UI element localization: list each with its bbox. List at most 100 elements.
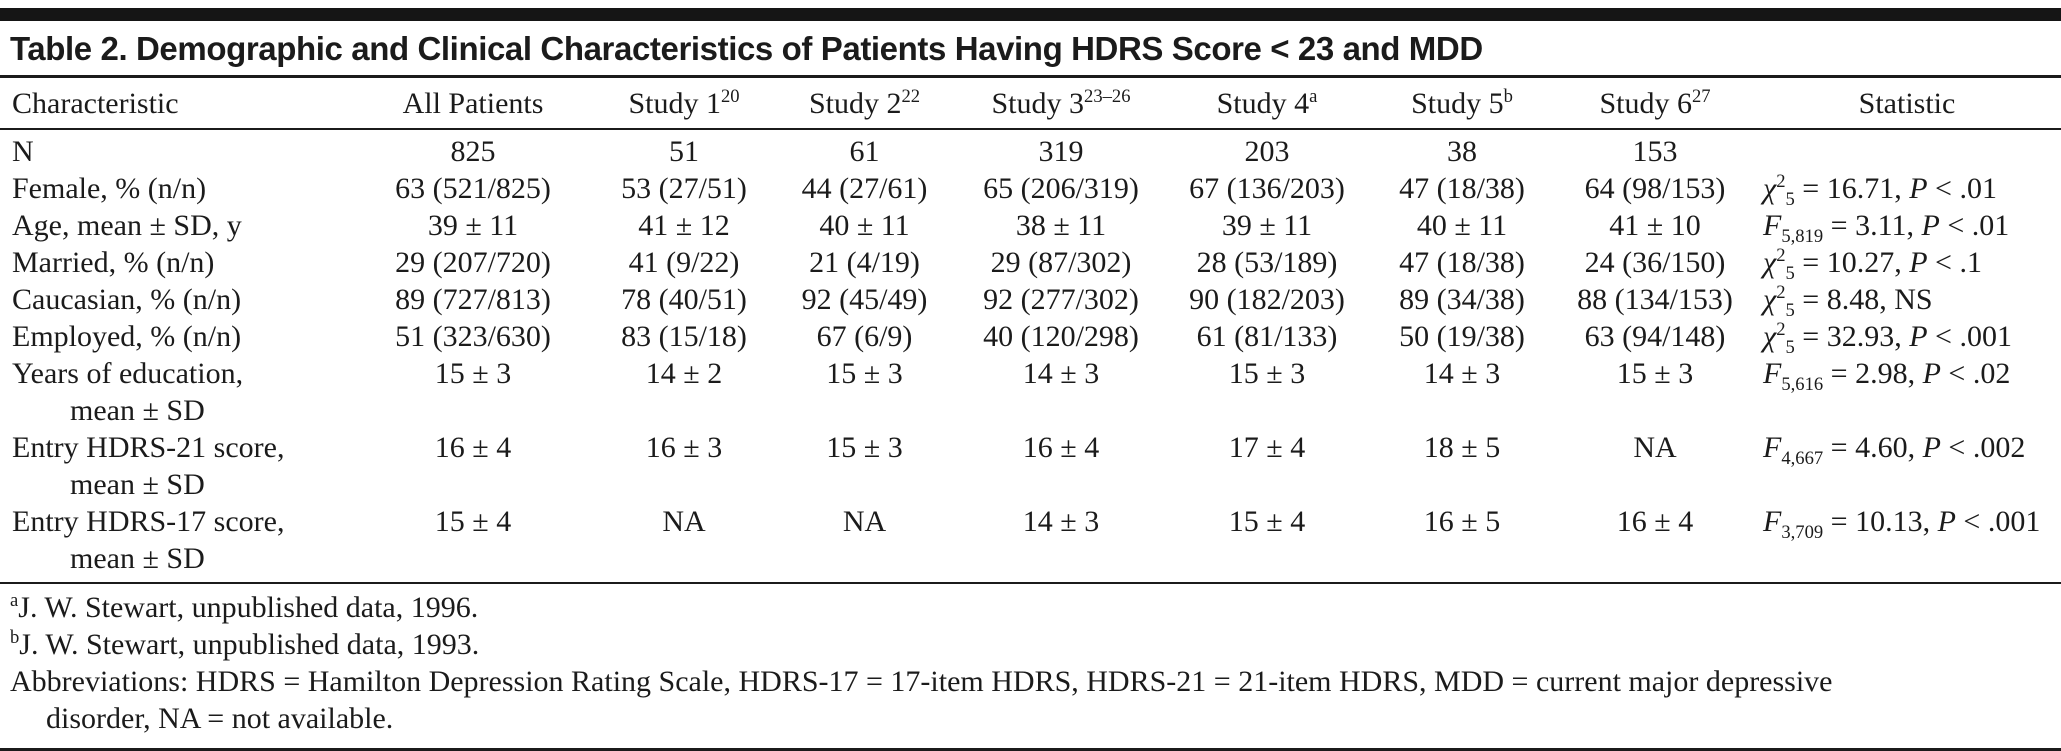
stat-p-value: < .001 <box>1927 320 2012 353</box>
value-cell: 41 (9/22) <box>628 246 740 279</box>
table-row-female: Female, % (n/n) 63 (521/825) 53 (27/51) … <box>0 170 2061 209</box>
stat-p-label: P <box>1909 172 1928 205</box>
table-title: Table 2. Demographic and Clinical Charac… <box>0 21 2061 78</box>
row-label: Married, % (n/n) <box>12 246 215 279</box>
reference-superscript: 23–26 <box>1084 86 1131 107</box>
stat-value: = 8.48, <box>1794 283 1895 316</box>
stat-symbol: χ <box>1763 283 1777 316</box>
value-cell: 64 (98/153) <box>1584 172 1726 205</box>
statistic-cell: χ25 = 32.93, P < .001 <box>1753 318 2061 357</box>
col-header-statistic: Statistic <box>1753 78 2061 130</box>
stat-subscript: 4,667 <box>1781 448 1824 469</box>
table-top-rule <box>0 8 2061 21</box>
stat-p-label: P <box>1921 209 1940 242</box>
stat-subscript: 5 <box>1785 300 1795 321</box>
stat-value: = 16.71, <box>1794 172 1910 205</box>
footnote-b-text: J. W. Stewart, unpublished data, 1993. <box>19 628 480 661</box>
stat-p-value: < .002 <box>1940 431 2026 464</box>
value-cell: 14 ± 2 <box>645 357 723 390</box>
value-cell: 63 (94/148) <box>1584 320 1726 353</box>
value-cell: 83 (15/18) <box>621 320 747 353</box>
table-row-entry-hdrs17: Entry HDRS-17 score, mean ± SD 15 ± 4 NA … <box>0 503 2061 582</box>
value-cell: 21 (4/19) <box>809 246 920 279</box>
stat-value: = 32.93, <box>1794 320 1910 353</box>
value-cell: 41 ± 10 <box>1609 209 1701 242</box>
stat-superscript: 2 <box>1776 319 1786 340</box>
table-row-entry-hdrs21: Entry HDRS-21 score, mean ± SD 16 ± 4 16 … <box>0 429 2061 503</box>
value-cell: 89 (727/813) <box>395 283 551 316</box>
col-header-label: Characteristic <box>12 87 179 120</box>
value-cell: 16 ± 3 <box>645 431 723 464</box>
footnote-marker-superscript: b <box>1503 86 1513 107</box>
stat-p-label: P <box>1909 320 1928 353</box>
stat-value: = 3.11, <box>1823 209 1922 242</box>
row-label-cell: Entry HDRS-21 score, mean ± SD <box>0 429 352 503</box>
value-cell: 51 (323/630) <box>395 320 551 353</box>
value-cell: 39 ± 11 <box>427 209 519 242</box>
row-label: Age, mean ± SD, y <box>12 209 242 242</box>
table-header: Characteristic All Patients Study 120 St… <box>0 78 2061 130</box>
stat-symbol: F <box>1763 357 1782 390</box>
value-cell: 24 (36/150) <box>1584 246 1726 279</box>
reference-superscript: 22 <box>901 86 921 107</box>
row-label: Entry HDRS-21 score, <box>12 431 285 464</box>
col-header-study-3: Study 323–26 <box>955 78 1167 130</box>
col-header-characteristic: Characteristic <box>0 78 352 130</box>
stat-p-value: < .1 <box>1927 246 1982 279</box>
value-cell: 15 ± 3 <box>434 357 512 390</box>
table-row-caucasian: Caucasian, % (n/n) 89 (727/813) 78 (40/5… <box>0 281 2061 321</box>
row-label-cell: Married, % (n/n) <box>0 244 352 281</box>
row-label: N <box>12 135 34 168</box>
value-cell: 153 <box>1632 135 1678 168</box>
value-cell: 67 (136/203) <box>1189 172 1345 205</box>
stat-p-label: P <box>1922 357 1941 390</box>
value-cell: 825 <box>450 135 496 168</box>
value-cell: 78 (40/51) <box>621 283 747 316</box>
statistic-cell: F5,819 = 3.11, P < .01 <box>1753 207 2061 246</box>
row-label-cell: Years of education, mean ± SD <box>0 355 352 429</box>
table-row-n: N 825 51 61 319 203 38 153 <box>0 129 2061 170</box>
footnote-marker-superscript: a <box>1309 86 1318 107</box>
demographics-table: Characteristic All Patients Study 120 St… <box>0 78 2061 582</box>
row-label-cell: N <box>0 129 352 170</box>
stat-subscript: 3,709 <box>1781 522 1824 543</box>
stat-symbol: χ <box>1763 320 1777 353</box>
footnote-a-marker: a <box>10 590 19 611</box>
value-cell: 53 (27/51) <box>621 172 747 205</box>
stat-superscript: 2 <box>1776 245 1786 266</box>
value-cell: 47 (18/38) <box>1399 172 1525 205</box>
value-cell: 319 <box>1038 135 1084 168</box>
stat-value: = 2.98, <box>1823 357 1923 390</box>
col-header-study-6: Study 627 <box>1557 78 1753 130</box>
table-row-years-education: Years of education, mean ± SD 15 ± 3 14 ±… <box>0 355 2061 429</box>
header-row: Characteristic All Patients Study 120 St… <box>0 78 2061 130</box>
value-cell: 40 ± 11 <box>1416 209 1508 242</box>
statistic-cell: χ25 = 10.27, P < .1 <box>1753 244 2061 284</box>
table-body: N 825 51 61 319 203 38 153 Female, % (n/… <box>0 129 2061 582</box>
table-footnotes: aJ. W. Stewart, unpublished data, 1996. … <box>0 582 2061 746</box>
value-cell: NA <box>1633 431 1677 464</box>
col-header-study-4: Study 4a <box>1167 78 1367 130</box>
value-cell: 38 ± 11 <box>1015 209 1107 242</box>
value-cell: 14 ± 3 <box>1022 505 1100 538</box>
stat-symbol: F <box>1763 431 1782 464</box>
value-cell: 16 ± 4 <box>434 431 512 464</box>
reference-superscript: 20 <box>720 86 740 107</box>
value-cell: 15 ± 4 <box>434 505 512 538</box>
value-cell: 15 ± 3 <box>826 431 903 464</box>
stat-symbol: χ <box>1763 172 1777 205</box>
value-cell: 16 ± 5 <box>1423 505 1501 538</box>
row-label-cell: Caucasian, % (n/n) <box>0 281 352 318</box>
stat-p-value: < .001 <box>1955 505 2041 538</box>
value-cell: 92 (277/302) <box>983 283 1139 316</box>
col-header-label: Study 6 <box>1599 87 1692 120</box>
value-cell: 14 ± 3 <box>1022 357 1100 390</box>
value-cell: 90 (182/203) <box>1189 283 1345 316</box>
value-cell: 61 <box>849 135 880 168</box>
row-label: Female, % (n/n) <box>12 172 207 205</box>
statistic-cell: χ25 = 8.48, NS <box>1753 281 2061 321</box>
value-cell: 65 (206/319) <box>983 172 1139 205</box>
value-cell: 40 (120/298) <box>983 320 1139 353</box>
stat-subscript: 5 <box>1785 263 1795 284</box>
